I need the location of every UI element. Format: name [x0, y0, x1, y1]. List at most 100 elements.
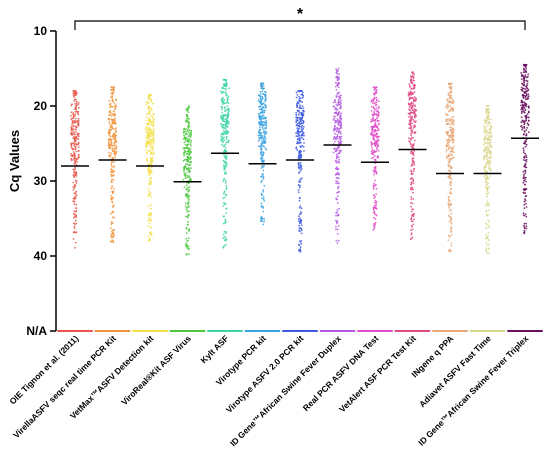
data-point	[371, 102, 374, 104]
data-point	[223, 136, 225, 139]
data-point	[374, 201, 376, 204]
data-point	[374, 199, 377, 202]
data-point	[258, 138, 261, 141]
data-point	[523, 231, 526, 233]
data-point	[526, 87, 529, 90]
data-point	[259, 101, 262, 103]
data-point	[225, 220, 227, 223]
data-point	[152, 138, 155, 141]
data-point	[146, 129, 149, 131]
data-point	[339, 151, 341, 154]
data-point	[149, 178, 151, 181]
data-point	[190, 129, 193, 132]
data-point	[75, 110, 78, 112]
data-point	[297, 155, 300, 157]
data-point	[445, 148, 448, 151]
data-point	[185, 245, 188, 248]
data-point	[408, 116, 410, 118]
data-point	[297, 164, 300, 167]
data-point	[147, 205, 150, 208]
data-point	[188, 140, 191, 143]
data-point	[225, 102, 227, 105]
data-point	[223, 192, 225, 195]
data-point	[374, 179, 376, 182]
data-point	[224, 180, 227, 183]
data-point	[188, 196, 190, 199]
data-point	[373, 211, 375, 214]
data-point	[450, 120, 453, 123]
data-point	[334, 132, 336, 135]
data-point	[150, 196, 153, 198]
data-point	[264, 117, 266, 119]
data-point	[75, 107, 77, 109]
data-point	[71, 119, 74, 122]
data-point	[488, 167, 490, 170]
data-point	[185, 195, 187, 198]
data-point	[371, 134, 374, 137]
data-point	[335, 239, 338, 242]
data-point	[261, 140, 263, 142]
data-point	[74, 94, 77, 96]
data-point	[296, 127, 299, 129]
data-point	[524, 98, 527, 101]
data-point	[187, 200, 190, 203]
data-point	[188, 163, 191, 166]
data-point	[370, 141, 373, 144]
data-point	[376, 129, 379, 132]
data-point	[448, 236, 451, 238]
data-point	[114, 128, 117, 131]
data-point	[73, 153, 76, 155]
data-point	[262, 131, 265, 134]
data-point	[335, 228, 337, 231]
data-point	[487, 243, 490, 246]
data-point	[222, 129, 225, 132]
data-point	[112, 118, 115, 121]
data-point	[520, 104, 522, 107]
data-point	[263, 218, 266, 220]
data-point	[148, 182, 150, 185]
data-point	[110, 168, 113, 171]
data-point	[259, 95, 262, 97]
data-point	[337, 123, 340, 126]
data-point	[525, 129, 528, 131]
data-point	[299, 178, 302, 181]
data-point	[222, 101, 225, 103]
data-point	[338, 91, 340, 94]
data-point	[188, 253, 190, 256]
y-tick-label: N/A	[26, 324, 47, 338]
data-point	[264, 99, 266, 102]
data-point	[484, 166, 487, 169]
data-point	[523, 71, 526, 74]
data-point	[73, 225, 76, 228]
data-point	[520, 86, 523, 89]
data-point	[408, 137, 410, 140]
data-point	[301, 112, 304, 115]
data-point	[525, 105, 528, 108]
data-point	[114, 153, 117, 156]
data-point	[187, 186, 190, 189]
data-point	[302, 107, 305, 109]
data-point	[487, 231, 490, 234]
data-point	[183, 151, 186, 154]
data-point	[186, 244, 189, 247]
data-point	[523, 159, 525, 161]
data-point	[222, 78, 225, 81]
data-point	[224, 146, 227, 149]
data-point	[220, 90, 222, 92]
data-point	[187, 195, 190, 197]
data-point	[147, 135, 150, 137]
data-point	[522, 80, 525, 82]
data-point	[449, 183, 451, 186]
data-point	[296, 130, 299, 132]
data-point	[523, 127, 526, 129]
data-point	[527, 93, 530, 96]
data-point	[299, 246, 302, 249]
data-point	[75, 92, 78, 94]
data-point	[148, 128, 151, 130]
data-point	[148, 239, 150, 242]
data-point	[150, 207, 152, 210]
data-point	[263, 124, 265, 126]
data-point	[340, 99, 342, 102]
data-point	[337, 225, 340, 227]
data-point	[410, 205, 412, 208]
